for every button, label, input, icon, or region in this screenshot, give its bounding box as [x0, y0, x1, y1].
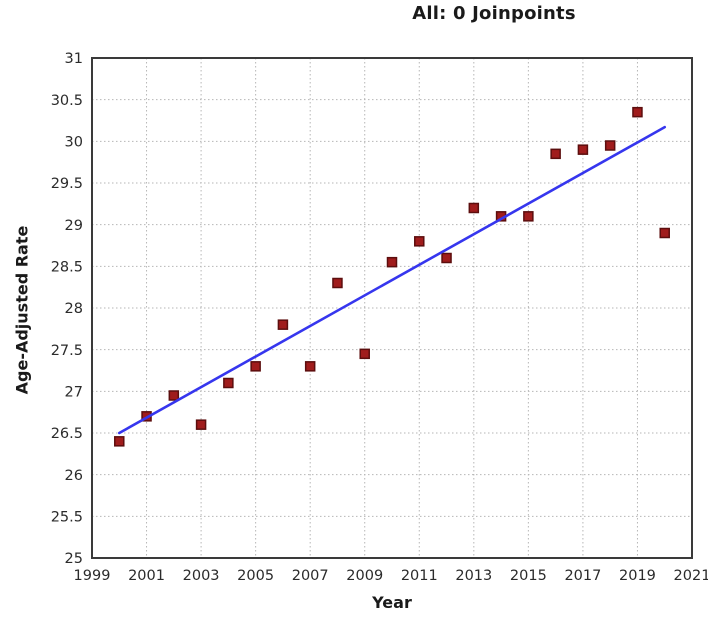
y-tick-label: 26: [65, 468, 83, 484]
data-point: [659, 227, 670, 239]
x-tick-label: 2015: [510, 568, 547, 584]
data-point: [604, 140, 616, 151]
x-tick-label: 2019: [619, 568, 656, 584]
x-tick-label: 2001: [128, 568, 165, 584]
y-tick-label: 29: [65, 218, 83, 234]
plot-border: [91, 57, 693, 559]
y-tick-label: 31: [65, 51, 83, 67]
y-tick-label: 30.5: [51, 93, 83, 109]
data-point: [386, 256, 398, 268]
data-point: [577, 144, 589, 155]
y-tick-label: 30: [65, 135, 83, 151]
y-axis-title: Age-Adjusted Rate: [12, 225, 32, 395]
data-point: [414, 236, 425, 247]
data-point: [277, 319, 289, 330]
x-tick-label: 2021: [674, 568, 708, 584]
data-point: [304, 361, 316, 372]
x-axis-title: Year: [372, 593, 412, 612]
data-point: [632, 106, 643, 118]
x-tick-label: 2005: [237, 568, 274, 584]
data-point: [168, 390, 180, 401]
y-tick-label: 27.5: [51, 343, 83, 359]
chart-title: All: 0 Joinpoints: [412, 3, 576, 24]
data-point: [332, 277, 343, 289]
y-tick-label: 28.5: [51, 260, 83, 276]
y-tick-label: 27: [65, 385, 83, 401]
x-tick-label: 2017: [564, 568, 601, 584]
x-tick-label: 1999: [74, 568, 111, 584]
data-point: [223, 377, 234, 389]
trend-line: [117, 125, 667, 435]
y-tick-label: 25.5: [51, 510, 83, 526]
data-point: [114, 436, 125, 447]
y-tick-label: 25: [65, 551, 83, 567]
data-point: [250, 361, 261, 372]
data-point: [523, 211, 534, 222]
x-tick-label: 2011: [401, 568, 438, 584]
x-tick-label: 2003: [183, 568, 220, 584]
y-tick-label: 29.5: [51, 176, 83, 192]
data-point: [441, 252, 452, 264]
x-tick-label: 2007: [292, 568, 329, 584]
x-tick-label: 2009: [346, 568, 383, 584]
y-tick-label: 28: [65, 301, 83, 317]
data-point: [550, 148, 561, 160]
data-point: [195, 419, 207, 430]
x-tick-label: 2013: [455, 568, 492, 584]
data-point: [468, 202, 480, 214]
data-point: [359, 348, 370, 360]
y-tick-label: 26.5: [51, 426, 83, 442]
